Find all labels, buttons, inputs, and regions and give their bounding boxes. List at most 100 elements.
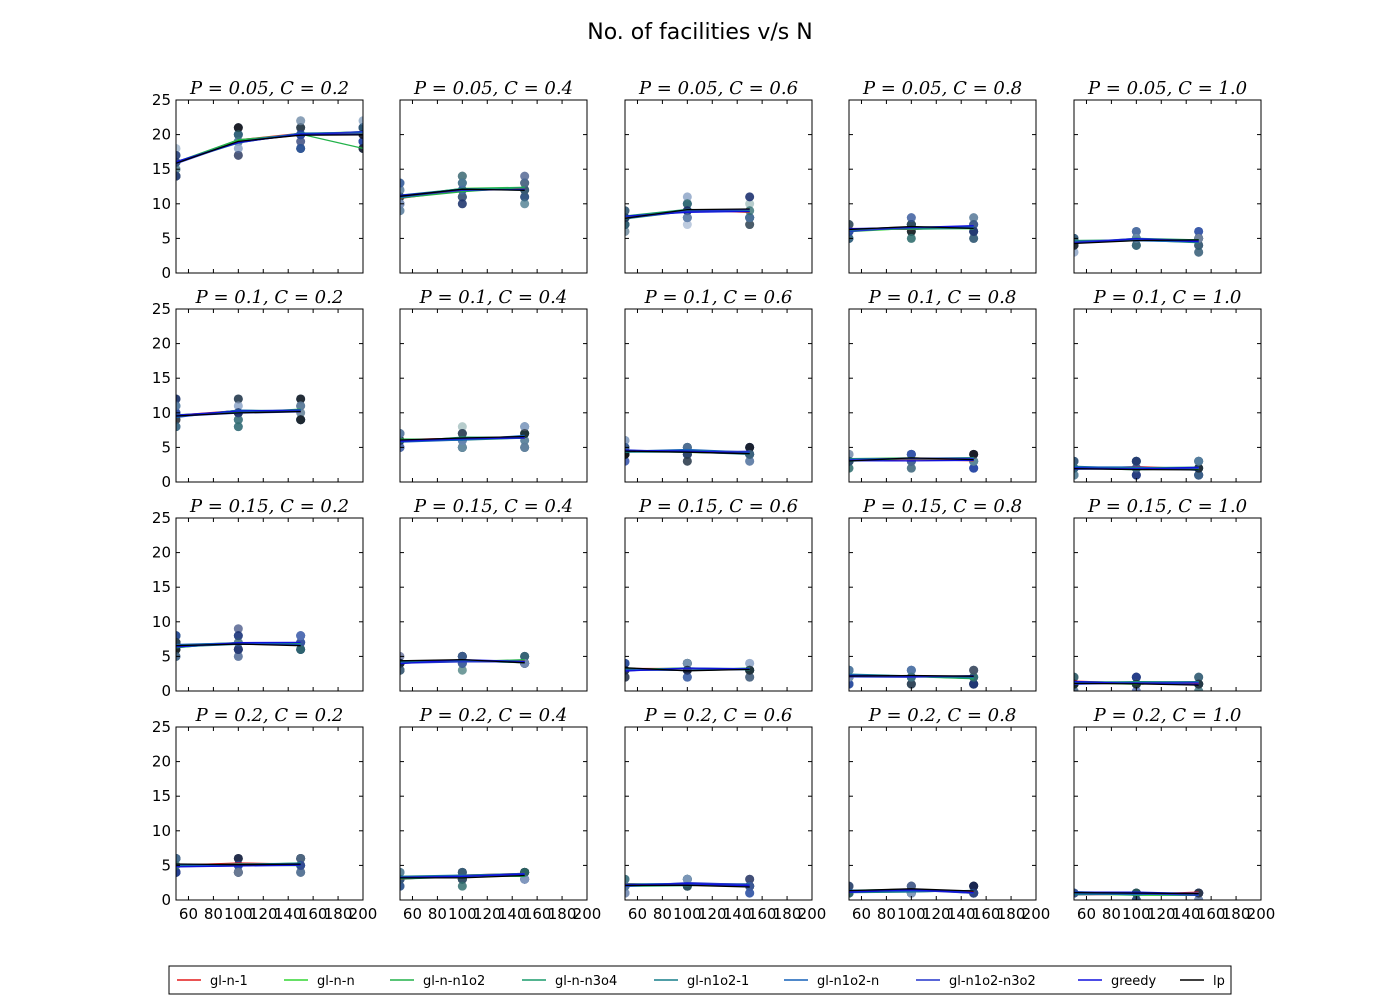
x-tick-label: 180 (324, 905, 353, 923)
data-point (520, 199, 530, 209)
data-point (457, 422, 467, 432)
legend-item: lp (1180, 974, 1225, 989)
series-line-greedy (400, 437, 525, 443)
data-point (176, 422, 181, 432)
legend-box (168, 965, 1232, 995)
axes-frame (848, 99, 1037, 274)
data-point (296, 415, 306, 425)
plot-area (849, 665, 979, 689)
x-tick-label: 80 (204, 905, 223, 923)
data-point (625, 658, 630, 668)
data-point (176, 394, 181, 404)
subplot-title: P = 0.1, C = 1.0 (1093, 287, 1242, 308)
subplot-title: P = 0.15, C = 0.2 (189, 496, 349, 517)
data-point (400, 867, 405, 877)
y-tick-label: 10 (152, 404, 171, 422)
series-line-lp (849, 457, 974, 462)
x-tick-label: 180 (548, 905, 577, 923)
data-point (176, 422, 181, 432)
data-point (233, 401, 243, 411)
subplot: P = 0.1, C = 0.8 (848, 287, 1037, 483)
x-tick-label: 140 (274, 905, 303, 923)
data-point (520, 178, 530, 188)
x-tick-label: 140 (947, 905, 976, 923)
x-tick-label: 160 (1197, 905, 1226, 923)
data-point (233, 123, 243, 133)
series-line-lp (176, 863, 301, 866)
data-point (682, 456, 692, 466)
data-point (520, 171, 530, 181)
data-point (682, 672, 692, 682)
series-line-greedy (849, 889, 974, 894)
data-point (296, 401, 306, 411)
plot-area (849, 213, 979, 243)
data-point (1074, 672, 1079, 682)
data-point (457, 651, 467, 661)
x-tick-label: 60 (179, 905, 198, 923)
y-tick-label: 25 (152, 718, 171, 736)
data-point (400, 185, 405, 195)
y-tick-label: 25 (152, 300, 171, 318)
data-point (457, 178, 467, 188)
data-point (849, 881, 854, 891)
data-point (520, 171, 530, 181)
x-tick-label: 200 (798, 905, 827, 923)
subplot: P = 0.1, C = 1.0 (1073, 287, 1262, 483)
y-tick-label: 20 (152, 335, 171, 353)
data-point (296, 116, 306, 126)
data-point (682, 220, 692, 230)
data-point (1131, 226, 1141, 236)
data-point (296, 644, 306, 654)
subplot-title: P = 0.1, C = 0.8 (868, 287, 1017, 308)
y-tick-label: 25 (152, 91, 171, 109)
data-point (745, 220, 755, 230)
series-line-lp (400, 658, 525, 664)
data-point (906, 679, 916, 689)
legend-label: gl-n1o2-n (817, 974, 879, 989)
data-point (1194, 226, 1204, 236)
data-point (1131, 672, 1141, 682)
data-point (400, 665, 405, 675)
series-line-lp (849, 674, 974, 677)
series-line-lp (625, 667, 750, 672)
data-point (682, 874, 692, 884)
subplot-title: P = 0.15, C = 0.6 (638, 496, 798, 517)
data-point (1131, 456, 1141, 466)
data-point (176, 171, 181, 181)
data-point (745, 199, 755, 209)
axes-frame (175, 308, 364, 483)
data-point (969, 665, 979, 675)
axes-frame (175, 726, 364, 901)
x-tick-label: 100 (673, 905, 702, 923)
series-line-lp (176, 134, 363, 164)
series-line-lp (1074, 467, 1199, 471)
data-point (1131, 240, 1141, 250)
series-line-lp (849, 225, 974, 231)
data-point (1074, 456, 1079, 466)
data-point (906, 233, 916, 243)
data-point (849, 881, 854, 891)
plot-area (176, 116, 363, 181)
data-point (296, 867, 306, 877)
data-point (969, 213, 979, 223)
data-point (520, 422, 530, 432)
plot-area (625, 874, 755, 898)
data-point (296, 853, 306, 863)
data-point (520, 178, 530, 188)
series-line-lp (1074, 891, 1199, 895)
axes-frame (624, 99, 813, 274)
axes-frame (1073, 726, 1262, 901)
data-point (1074, 470, 1079, 480)
data-point (1074, 470, 1079, 480)
data-point (969, 881, 979, 891)
subplot-title: P = 0.1, C = 0.4 (419, 287, 568, 308)
data-point (233, 631, 243, 641)
legend-item: greedy (1078, 974, 1157, 989)
x-tick-label: 120 (473, 905, 502, 923)
subplot: P = 0.05, C = 0.6 (624, 78, 813, 274)
plot-area (625, 192, 755, 236)
